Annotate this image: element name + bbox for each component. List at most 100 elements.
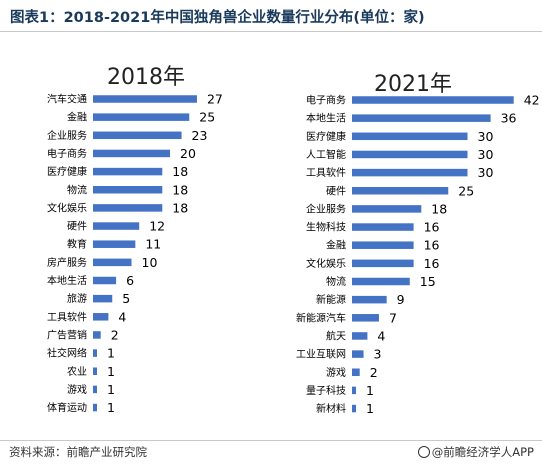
category-label-2018-7: 硬件 [67,221,87,233]
bar-2021-16 [352,386,356,395]
bar-2018-2 [93,131,182,140]
value-label-2018-2: 23 [192,128,208,143]
category-label-2021-17: 新材料 [316,402,346,415]
bar-2018-1 [93,113,190,121]
category-label-2021-10: 物流 [326,275,346,288]
bar-2021-5 [352,187,449,195]
category-label-2021-9: 文化娱乐 [306,257,346,270]
bar-2021-10 [352,277,410,286]
category-label-2021-12: 新能源汽车 [296,311,346,324]
value-label-2018-9: 10 [142,255,158,270]
category-label-2018-11: 旅游 [67,292,87,305]
category-label-2018-1: 金融 [67,111,87,124]
category-label-2021-15: 游戏 [326,366,346,379]
bar-2018-14 [93,349,97,357]
category-label-2021-4: 工具软件 [306,166,346,179]
category-label-2018-2: 企业服务 [47,129,87,142]
value-label-2021-16: 1 [366,383,374,398]
value-label-2021-8: 16 [424,238,440,253]
value-label-2018-11: 5 [122,291,130,306]
title-divider [0,31,542,32]
category-label-2018-5: 物流 [67,183,87,196]
value-label-2021-7: 16 [424,220,440,235]
value-label-2021-12: 7 [389,310,397,325]
value-label-2018-10: 6 [126,273,134,288]
bar-2021-1 [352,114,491,122]
bar-2018-4 [93,167,163,176]
category-label-2021-2: 医疗健康 [306,130,346,143]
bar-2018-3 [93,149,170,158]
bar-2021-13 [352,332,368,340]
bar-2021-14 [352,350,364,358]
category-label-2018-0: 汽车交通 [47,93,87,106]
chart-title: 图表1：2018-2021年中国独角兽企业数量行业分布(单位：家) [10,10,425,26]
bar-2018-10 [93,276,117,285]
bar-2021-15 [352,368,360,376]
value-label-2021-2: 30 [478,129,494,144]
bar-2021-12 [352,314,379,322]
bar-2018-12 [93,313,109,321]
bar-2021-8 [352,241,414,249]
value-label-2018-15: 1 [107,364,115,379]
value-label-2018-13: 2 [111,327,119,342]
category-label-2021-16: 量子科技 [306,384,346,397]
value-label-2021-0: 42 [524,93,540,108]
bar-2021-7 [352,223,414,231]
value-label-2021-1: 36 [501,111,517,126]
category-label-2018-10: 本地生活 [47,274,87,287]
value-label-2018-5: 18 [172,182,188,197]
bar-2021-0 [352,96,514,104]
bar-2018-5 [93,186,163,194]
category-label-2021-14: 工业互联网 [296,349,346,361]
bar-2018-11 [93,294,113,303]
bar-2021-17 [352,404,356,413]
panel-title-2018: 2018年 [107,65,185,90]
bar-2021-2 [352,132,468,141]
category-label-2018-12: 工具软件 [47,310,87,323]
value-label-2021-14: 3 [374,347,382,362]
bar-2018-13 [93,331,101,339]
bar-2018-6 [93,204,163,212]
category-label-2018-17: 体育运动 [47,401,87,414]
value-label-2018-12: 4 [118,309,126,324]
value-label-2018-6: 18 [172,200,188,215]
value-label-2018-8: 11 [145,237,161,252]
value-label-2021-9: 16 [424,256,440,271]
value-label-2018-3: 20 [180,146,196,161]
category-label-2018-8: 教育 [67,238,87,251]
value-label-2018-4: 18 [172,164,188,179]
value-label-2021-13: 4 [377,328,385,343]
category-label-2021-5: 硬件 [326,185,346,197]
category-label-2018-4: 医疗健康 [47,165,87,178]
brand-icon [417,446,430,458]
bar-2018-8 [93,240,136,248]
category-label-2018-9: 房产服务 [47,256,87,269]
value-label-2021-10: 15 [420,274,436,289]
category-label-2018-15: 农业 [67,365,87,378]
category-label-2021-8: 金融 [326,239,346,252]
category-label-2018-13: 广告营销 [47,328,87,341]
category-label-2021-7: 生物科技 [306,221,346,234]
value-label-2018-14: 1 [107,346,115,361]
value-label-2021-6: 18 [431,201,447,216]
bar-2018-0 [93,95,197,103]
bar-2021-9 [352,259,414,268]
panel-title-2021: 2021年 [374,72,452,97]
bar-2021-4 [352,168,468,177]
category-label-2021-3: 人工智能 [306,148,346,161]
category-label-2018-14: 社交网络 [47,347,87,360]
category-label-2018-6: 文化娱乐 [47,201,87,214]
credit-text: @前瞻经济学人APP [431,445,534,459]
value-label-2018-7: 12 [149,219,165,234]
bar-2021-3 [352,150,468,159]
value-label-2018-1: 25 [199,110,215,125]
value-label-2021-4: 30 [478,165,494,180]
bar-2018-16 [93,385,97,394]
bar-2021-6 [352,205,422,213]
value-label-2018-16: 1 [107,382,115,397]
value-label-2018-17: 1 [107,400,115,415]
category-label-2021-6: 企业服务 [306,202,346,215]
